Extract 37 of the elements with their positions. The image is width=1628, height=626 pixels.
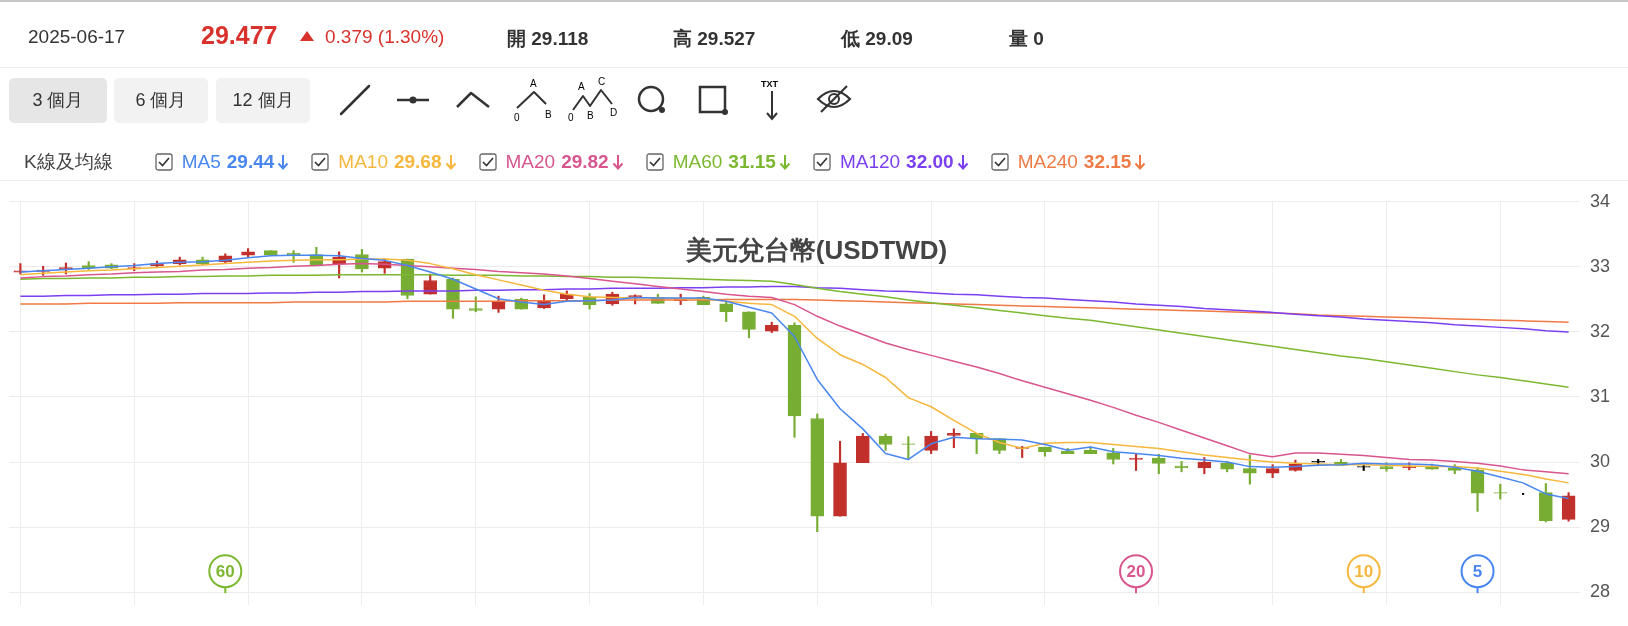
candlestick — [764, 321, 779, 333]
text: MA240 — [1017, 151, 1078, 173]
text: 29.68 — [393, 151, 442, 173]
y-tick-label: 28 — [1590, 581, 1611, 602]
annotation: 60 — [215, 561, 235, 581]
y-tick-label: 30 — [1590, 451, 1611, 472]
y-tick-label: 29 — [1590, 516, 1611, 537]
text: MA20 — [505, 151, 556, 173]
text: 2025-06-17 — [28, 26, 126, 48]
text: K線及均線 — [24, 150, 113, 174]
y-tick-label: 31 — [1590, 385, 1611, 406]
text: 高 29.527 — [673, 27, 756, 51]
text: 低 29.09 — [841, 27, 913, 51]
text: 29.44 — [226, 151, 275, 173]
text: 6 個月 — [114, 78, 208, 123]
text: 32.15 — [1083, 151, 1132, 173]
text: 12 個月 — [216, 78, 310, 123]
annotation: 5 — [1472, 561, 1483, 581]
annotation: 10 — [1354, 561, 1374, 581]
text: MA10 — [338, 151, 388, 173]
text: 開 29.118 — [507, 27, 589, 51]
y-tick-label: 33 — [1590, 255, 1611, 276]
text: 3 個月 — [9, 78, 107, 123]
text: 量 0 — [1009, 27, 1044, 51]
text: 美元兌台幣(USDTWD) — [684, 234, 948, 265]
y-tick-label: 34 — [1590, 190, 1611, 211]
candlestick — [1379, 462, 1394, 472]
text: 32.00 — [906, 151, 954, 173]
text: 31.15 — [728, 151, 776, 173]
text: 29.82 — [561, 151, 609, 173]
text: MA120 — [839, 151, 901, 173]
text: 29.477 — [201, 21, 278, 50]
text: 0.379 (1.30%) — [325, 26, 445, 48]
text: MA60 — [672, 151, 723, 173]
text: MA5 — [181, 151, 221, 173]
y-tick-label: 32 — [1590, 320, 1611, 341]
annotation: 20 — [1126, 561, 1146, 581]
